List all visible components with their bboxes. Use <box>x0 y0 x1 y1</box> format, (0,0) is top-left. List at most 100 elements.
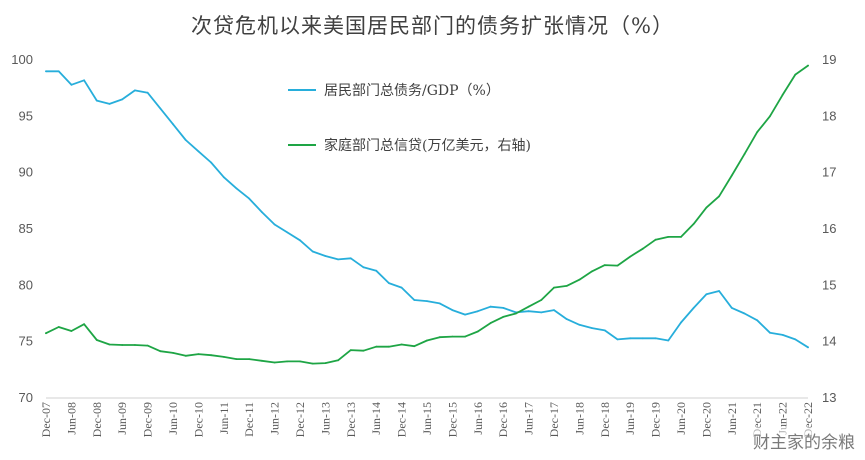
left-y-axis: 100 95 90 85 80 75 70 <box>11 52 33 405</box>
data-point <box>654 238 657 241</box>
data-point <box>235 358 238 360</box>
right-y-axis: 19 18 17 16 15 14 13 <box>822 52 836 405</box>
data-point <box>502 307 505 309</box>
data-point <box>667 236 670 238</box>
x-tick-label: Dec-15 <box>445 402 459 437</box>
x-tick-label: Dec-12 <box>293 402 307 437</box>
data-point <box>197 353 200 355</box>
x-tick-label: Dec-10 <box>191 402 205 437</box>
data-point <box>248 358 251 360</box>
data-point <box>426 339 428 342</box>
left-y-tick-label: 75 <box>19 334 33 349</box>
data-point <box>413 345 416 348</box>
data-point <box>426 300 428 302</box>
data-point <box>451 335 454 338</box>
x-tick-label: Jun-12 <box>268 402 282 435</box>
data-point <box>375 345 378 348</box>
x-tick-label: Jun-14 <box>369 402 383 435</box>
data-point <box>337 359 339 362</box>
legend-label-1: 家庭部门总信贷(万亿美元，右轴) <box>324 137 531 154</box>
data-point <box>108 343 111 346</box>
data-point <box>121 98 124 101</box>
x-tick-label: Jun-21 <box>725 402 739 435</box>
left-y-tick-label: 100 <box>11 52 33 67</box>
data-point <box>616 338 619 341</box>
data-point <box>705 293 708 296</box>
data-point <box>464 335 466 338</box>
data-point <box>629 337 632 340</box>
x-tick-label: Dec-11 <box>242 402 256 437</box>
x-axis: Dec-07 Jun-08 Dec-08 Jun-09 Dec-09 Jun-10 Dec-… <box>39 397 815 437</box>
data-point <box>146 344 149 347</box>
data-point <box>489 322 492 324</box>
data-point <box>718 195 720 198</box>
data-point <box>553 286 555 289</box>
data-point <box>210 354 213 357</box>
data-point <box>45 332 47 335</box>
data-point <box>629 255 632 258</box>
data-point <box>210 161 213 164</box>
data-point <box>489 305 492 308</box>
data-point <box>578 323 581 326</box>
data-point <box>146 91 149 94</box>
data-point <box>159 107 162 110</box>
data-point <box>400 286 403 289</box>
right-y-tick-label: 17 <box>822 165 836 180</box>
data-point <box>95 99 98 102</box>
right-y-tick-label: 13 <box>822 390 836 405</box>
data-point <box>718 290 720 292</box>
watermark: 财主家的余粮 <box>749 427 859 454</box>
data-point <box>642 337 644 340</box>
data-point <box>692 223 695 225</box>
data-point <box>413 299 416 301</box>
data-point <box>743 153 746 156</box>
data-point <box>222 356 225 358</box>
data-point <box>388 345 390 348</box>
right-y-tick-label: 18 <box>822 108 836 123</box>
data-point <box>57 70 60 73</box>
x-tick-label: Jun-18 <box>572 402 586 435</box>
data-point <box>108 103 111 105</box>
x-tick-label: Dec-09 <box>141 402 155 437</box>
x-tick-label: Jun-20 <box>674 402 688 435</box>
x-tick-label: Jun-15 <box>420 402 434 435</box>
data-point <box>286 231 289 234</box>
data-point <box>807 64 809 67</box>
data-point <box>299 239 301 242</box>
data-point <box>769 331 771 334</box>
data-point <box>540 311 543 314</box>
data-point <box>273 223 276 226</box>
data-point <box>476 310 479 313</box>
data-point <box>540 299 543 301</box>
data-point <box>70 330 73 332</box>
data-point <box>781 94 784 96</box>
data-point <box>184 354 187 357</box>
x-tick-label: Dec-13 <box>344 402 358 437</box>
data-point <box>756 131 759 134</box>
data-point <box>261 211 263 214</box>
data-point <box>438 302 441 305</box>
data-point <box>781 334 784 336</box>
x-tick-label: Dec-20 <box>699 402 713 437</box>
x-tick-label: Jun-09 <box>115 402 129 435</box>
data-point <box>70 83 73 86</box>
series-line-1 <box>45 64 809 365</box>
data-point <box>794 73 797 76</box>
x-tick-label: Jun-17 <box>522 402 536 435</box>
data-point <box>95 339 98 341</box>
data-point <box>311 250 314 253</box>
data-point <box>527 305 530 308</box>
left-y-tick-label: 85 <box>19 221 33 236</box>
legend: 居民部门总债务/GDP（%） 家庭部门总信贷(万亿美元，右轴) <box>288 83 531 154</box>
x-tick-label: Jun-22 <box>776 402 790 435</box>
x-tick-label: Dec-07 <box>39 402 53 437</box>
data-point <box>45 70 47 73</box>
right-y-tick-label: 19 <box>822 52 836 67</box>
data-point <box>83 323 85 326</box>
data-point <box>756 319 759 322</box>
data-point <box>642 247 644 250</box>
data-point <box>349 257 352 260</box>
x-tick-label: Dec-16 <box>496 402 510 437</box>
data-point <box>464 313 466 316</box>
data-point <box>730 307 733 309</box>
